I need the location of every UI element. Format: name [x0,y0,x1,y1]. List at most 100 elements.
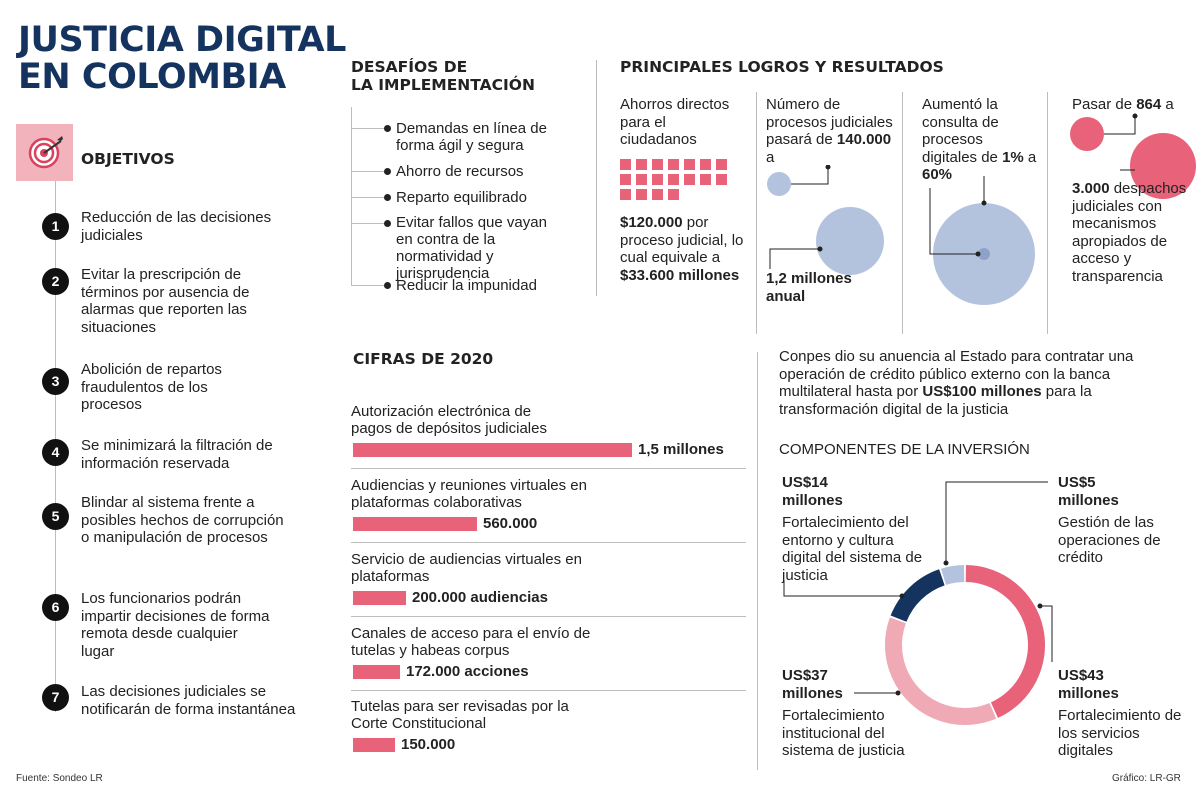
section-divider [1047,92,1048,334]
section-divider [596,60,597,296]
cifra-value: 172.000 acciones [406,663,529,680]
cifra-bar [353,517,477,531]
cifra-label: Tutelas para ser revisadas por la Corte … [351,698,569,732]
savings-square [636,189,647,200]
cifra-value: 1,5 millones [638,441,724,458]
logro-despachos-text: 3.000 despachos judiciales con mecanismo… [1072,180,1187,285]
componente-desc: Fortalecimiento del entorno y cultura di… [782,514,923,584]
objetivo-text: Los funcionarios podrán impartir decisio… [81,590,270,660]
objetivo-number: 5 [42,503,69,530]
componente-amount: US$14 millones [782,474,843,509]
objetivo-number: 6 [42,594,69,621]
objetivos-heading: OBJETIVOS [81,150,175,168]
cifra-label: Canales de acceso para el envío de tutel… [351,625,591,659]
logros-heading: PRINCIPALES LOGROS Y RESULTADOS [620,58,944,76]
objetivo-text: Reducción de las decisiones judiciales [81,209,272,244]
cifra-value: 150.000 [401,736,456,753]
cifra-divider [351,690,746,691]
cifra-label: Servicio de audiencias virtuales en plat… [351,551,582,585]
logro-procesos-to: 1,2 millones anual [766,270,852,305]
cifra-label: Audiencias y reuniones virtuales en plat… [351,477,587,511]
bullet-dot [384,168,391,175]
bullet-dot [384,194,391,201]
objetivo-text: Se minimizará la filtración de informaci… [81,437,273,472]
desafios-branch [351,223,386,224]
objetivo-text: Abolición de repartos fraudulentos de lo… [81,361,222,413]
cifra-bar [353,665,400,679]
cifra-label: Autorización electrónica de pagos de dep… [351,403,547,437]
conpes-text: Conpes dio su anuencia al Estado para co… [779,348,1134,418]
componente-amount: US$37 millones [782,667,843,702]
savings-square [620,159,631,170]
despachos-circles [1070,113,1196,199]
componente-desc: Fortalecimiento de los servicios digital… [1058,707,1182,759]
desafios-branch [351,128,386,129]
objetivo-text: Las decisiones judiciales se notificarán… [81,683,296,718]
donut-leader-lines [783,481,1053,696]
objetivo-number: 2 [42,268,69,295]
savings-square [620,189,631,200]
circle-3000 [1130,133,1196,199]
desafios-heading: DESAFÍOS DE LA IMPLEMENTACIÓN [351,58,535,94]
componente-amount: US$43 millones [1058,667,1119,702]
savings-square [620,174,631,185]
desafio-item: Ahorro de recursos [396,163,524,180]
logro-ahorros-text: Ahorros directos para el ciudadanos [620,96,730,148]
savings-square [636,174,647,185]
donut-slice [890,569,945,622]
objetivo-text: Evitar la prescripción de términos por a… [81,266,250,336]
donut-slice [885,617,997,725]
procesos-circles [767,165,884,275]
componentes-heading: COMPONENTES DE LA INVERSIÓN [779,441,1030,458]
desafios-branch [351,197,386,198]
logro-despachos-pre: Pasar de 864 a [1072,96,1174,113]
desafio-item: Evitar fallos que vayan en contra de la … [396,214,547,282]
cifra-bar [353,738,395,752]
objetivo-number: 7 [42,684,69,711]
circle-864 [1070,117,1104,151]
circle-140000 [767,172,791,196]
savings-square [716,174,727,185]
desafios-branch [351,171,386,172]
section-divider [902,92,903,334]
logro-consulta-text: Aumentó la consulta de procesos digitale… [922,96,1037,183]
componente-amount: US$5 millones [1058,474,1119,509]
desafios-branch [351,285,386,286]
section-divider [757,352,758,770]
bullet-dot [384,282,391,289]
cifra-value: 200.000 audiencias [412,589,548,606]
section-divider [756,92,757,334]
inversion-donut-chart [885,565,1045,725]
donut-slice [965,565,1045,718]
savings-square [700,174,711,185]
objetivo-text: Blindar al sistema frente a posibles hec… [81,494,284,546]
target-icon [16,124,73,181]
credit-note: Gráfico: LR-GR [1112,773,1181,784]
componente-desc: Fortalecimiento institucional del sistem… [782,707,905,759]
savings-square [668,174,679,185]
cifra-divider [351,468,746,469]
savings-square [684,174,695,185]
ahorros-squares [620,159,740,204]
cifra-divider [351,616,746,617]
desafios-connector [351,107,352,286]
bullet-dot [384,220,391,227]
logro-ahorros-value: $120.000 por proceso judicial, lo cual e… [620,214,744,284]
objetivo-number: 3 [42,368,69,395]
savings-square [636,159,647,170]
savings-square [652,189,663,200]
circle-1-percent [978,248,990,260]
desafio-item: Reducir la impunidad [396,277,537,294]
savings-square [652,159,663,170]
savings-square [716,159,727,170]
objetivo-number: 4 [42,439,69,466]
savings-square [652,174,663,185]
desafio-item: Reparto equilibrado [396,189,527,206]
cifra-value: 560.000 [483,515,538,532]
objetivo-number: 1 [42,213,69,240]
consulta-circles [929,176,1035,305]
cifra-bar [353,443,632,457]
cifra-divider [351,542,746,543]
desafio-item: Demandas en línea de forma ágil y segura [396,120,547,154]
source-note: Fuente: Sondeo LR [16,773,103,784]
